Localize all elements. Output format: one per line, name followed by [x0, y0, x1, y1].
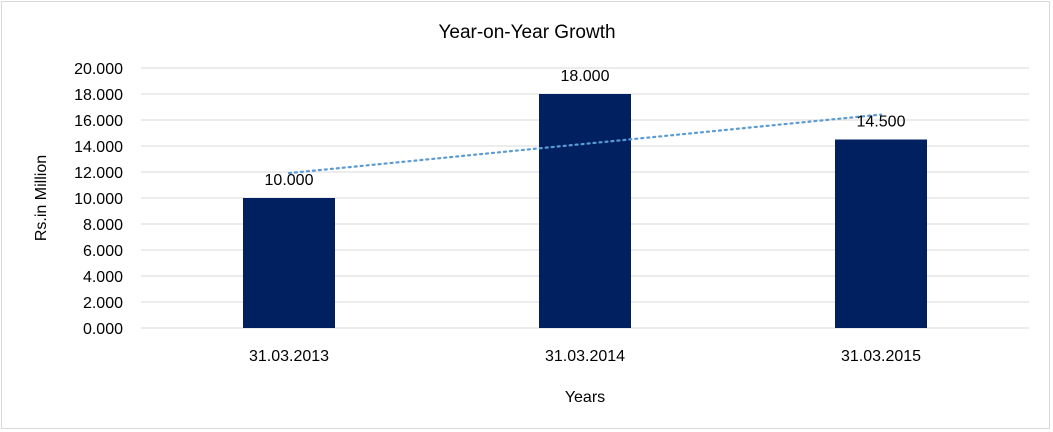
bar — [835, 139, 927, 328]
bar — [539, 94, 631, 328]
y-tick-label: 2.000 — [83, 295, 123, 312]
y-tick-label: 14.000 — [74, 139, 123, 156]
x-tick-label: 31.03.2014 — [545, 348, 625, 365]
y-axis-label: Rs.in Million — [33, 155, 50, 241]
x-tick-label: 31.03.2015 — [841, 348, 921, 365]
y-tick-label: 18.000 — [74, 87, 123, 104]
y-tick-label: 12.000 — [74, 165, 123, 182]
y-tick-label: 8.000 — [83, 217, 123, 234]
y-tick-label: 16.000 — [74, 113, 123, 130]
bar — [243, 198, 335, 328]
x-tick-label: 31.03.2013 — [249, 348, 329, 365]
data-label: 18.000 — [561, 68, 610, 85]
y-tick-label: 6.000 — [83, 243, 123, 260]
y-tick-label: 10.000 — [74, 191, 123, 208]
x-axis-label: Years — [565, 389, 605, 406]
y-tick-label: 0.000 — [83, 321, 123, 338]
y-tick-label: 20.000 — [74, 61, 123, 78]
y-tick-label: 4.000 — [83, 269, 123, 286]
chart-title: Year-on-Year Growth — [438, 22, 615, 43]
data-label: 14.500 — [857, 114, 906, 131]
data-label: 10.000 — [265, 172, 314, 189]
